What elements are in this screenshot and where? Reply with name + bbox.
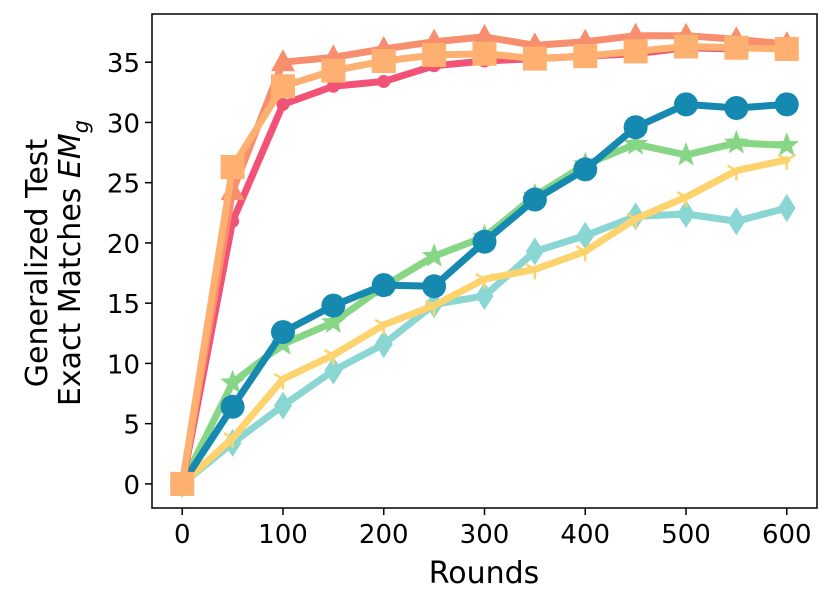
data-point [774, 92, 799, 117]
data-point [371, 48, 396, 73]
data-point [371, 273, 396, 298]
y-tick-label: 5 [123, 411, 140, 441]
data-point [422, 42, 447, 67]
data-point [475, 281, 494, 310]
data-point [573, 44, 598, 69]
series-layer [169, 22, 800, 498]
series-1 [172, 153, 797, 494]
x-tick-label: 0 [174, 520, 191, 550]
data-point [727, 207, 746, 236]
data-point [220, 394, 245, 419]
x-axis-label: Rounds [429, 556, 540, 591]
data-point [220, 155, 245, 180]
plot-frame [151, 13, 818, 509]
series-line [178, 43, 791, 488]
data-point [623, 39, 648, 64]
y-tick-label: 30 [107, 109, 140, 139]
data-point [525, 263, 545, 280]
data-point [321, 58, 346, 83]
data-point [377, 74, 391, 88]
data-point [575, 245, 595, 262]
ticks-layer: 0 100 200 300 400 500 600 0 5 10 15 20 25 30 35 [107, 49, 812, 550]
y-tick-label: 0 [123, 471, 140, 501]
x-tick-label: 100 [258, 520, 308, 550]
data-point [522, 46, 547, 71]
data-point [525, 237, 544, 266]
data-point [475, 272, 494, 290]
data-point [472, 23, 497, 46]
data-point [273, 391, 292, 420]
data-point [522, 187, 547, 212]
data-point [324, 356, 343, 385]
y-axis-label-text: Exact Matches [53, 178, 88, 406]
y-tick-label: 15 [107, 290, 140, 320]
y-tick-label: 25 [107, 170, 140, 200]
data-point [674, 34, 699, 59]
data-point [676, 191, 696, 208]
data-point [724, 129, 749, 154]
data-point [777, 153, 797, 170]
data-point [573, 157, 598, 182]
data-point [326, 79, 340, 93]
data-point [374, 330, 393, 359]
y-axis-label: Generalized Test Exact Matches EMg [20, 120, 93, 406]
data-point [673, 142, 699, 166]
x-tick-label: 300 [460, 520, 510, 550]
x-tick-label: 400 [560, 520, 610, 550]
y-axis-label-sub: g [69, 120, 93, 133]
series-0 [173, 193, 796, 498]
y-tick-label: 35 [107, 49, 140, 79]
data-point [270, 320, 295, 345]
data-point [724, 95, 749, 120]
data-point [724, 35, 749, 60]
x-tick-label: 500 [661, 520, 711, 550]
data-point [422, 274, 447, 299]
data-point [223, 432, 242, 449]
x-tick-label: 200 [359, 520, 409, 550]
data-point [424, 299, 444, 316]
y-tick-label: 20 [107, 230, 140, 260]
data-point [270, 49, 295, 72]
data-point [674, 92, 699, 117]
data-point [777, 193, 796, 222]
data-point [576, 221, 595, 250]
data-point [421, 243, 447, 267]
y-tick-label: 10 [107, 350, 140, 380]
data-point [472, 229, 497, 254]
data-point [623, 115, 648, 140]
data-point [774, 132, 800, 156]
series-6 [170, 34, 799, 496]
y-axis-label-var: EM [53, 133, 88, 178]
data-point [170, 471, 195, 496]
y-axis-label-line2: Exact Matches EMg [53, 120, 93, 406]
data-point [273, 372, 293, 390]
data-point [374, 318, 394, 335]
data-point [623, 131, 648, 155]
data-point [472, 41, 497, 66]
data-point [677, 200, 696, 229]
data-point [626, 212, 645, 229]
data-point [774, 36, 799, 61]
data-point [321, 293, 346, 318]
data-point [623, 22, 648, 45]
data-point [220, 369, 245, 394]
data-point [321, 309, 346, 333]
data-point [727, 164, 746, 181]
data-point [276, 97, 290, 111]
data-point [324, 348, 343, 365]
x-tick-label: 600 [762, 520, 812, 550]
y-axis-label-line1: Generalized Test [20, 139, 55, 388]
data-point [270, 74, 295, 99]
series-line [178, 156, 791, 488]
